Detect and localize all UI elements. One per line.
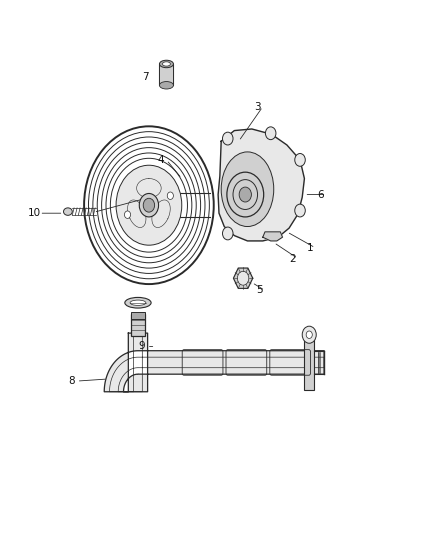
Ellipse shape: [125, 297, 151, 308]
Circle shape: [295, 154, 305, 166]
Polygon shape: [127, 200, 146, 228]
Circle shape: [233, 180, 258, 209]
Ellipse shape: [159, 60, 173, 68]
Polygon shape: [104, 333, 324, 392]
Circle shape: [167, 192, 173, 199]
Polygon shape: [263, 232, 283, 241]
Text: 5: 5: [256, 286, 263, 295]
Polygon shape: [137, 179, 161, 198]
Text: 6: 6: [318, 190, 325, 199]
Circle shape: [84, 126, 214, 284]
Ellipse shape: [221, 152, 274, 227]
Circle shape: [237, 271, 249, 285]
Text: 9: 9: [138, 342, 145, 351]
Circle shape: [223, 132, 233, 145]
Ellipse shape: [64, 208, 72, 215]
Ellipse shape: [162, 62, 170, 66]
Text: 1: 1: [307, 243, 314, 253]
Circle shape: [143, 198, 155, 212]
FancyBboxPatch shape: [131, 314, 145, 336]
Circle shape: [227, 172, 264, 217]
Polygon shape: [233, 268, 253, 288]
Ellipse shape: [159, 82, 173, 89]
Text: 2: 2: [289, 254, 296, 263]
Text: 7: 7: [142, 72, 149, 82]
Circle shape: [116, 165, 182, 245]
Text: 3: 3: [254, 102, 261, 111]
Polygon shape: [152, 200, 170, 228]
Text: 8: 8: [68, 376, 75, 386]
Circle shape: [302, 326, 316, 343]
Circle shape: [239, 187, 251, 202]
Circle shape: [223, 227, 233, 240]
Circle shape: [139, 193, 159, 217]
Text: 4: 4: [158, 155, 165, 165]
Polygon shape: [159, 64, 173, 85]
Polygon shape: [218, 129, 304, 241]
Circle shape: [124, 211, 131, 219]
Text: 10: 10: [28, 208, 41, 218]
FancyBboxPatch shape: [131, 312, 145, 319]
Circle shape: [295, 204, 305, 217]
Circle shape: [306, 331, 312, 338]
FancyBboxPatch shape: [304, 335, 314, 390]
Ellipse shape: [130, 300, 146, 305]
Circle shape: [265, 127, 276, 140]
